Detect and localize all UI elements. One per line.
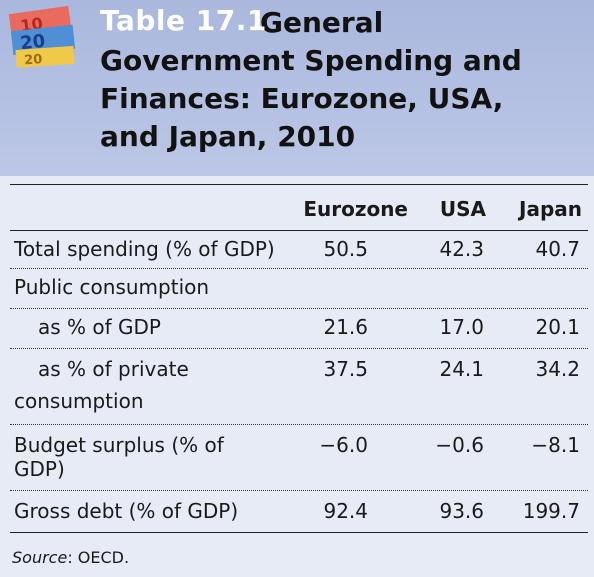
cell-gross-debt-usa: 93.6 bbox=[439, 499, 484, 523]
row-divider bbox=[10, 308, 588, 309]
cell-budget-surplus-usa: −0.6 bbox=[435, 433, 484, 457]
row-divider bbox=[10, 348, 588, 349]
source-text: : OECD. bbox=[67, 548, 130, 567]
row-divider bbox=[10, 490, 588, 491]
table-title: General Government Spending and Finances… bbox=[100, 6, 522, 153]
row-divider bbox=[10, 268, 588, 269]
row-label-pct-private-line-2: consumption bbox=[14, 389, 144, 413]
source-note: Source: OECD. bbox=[12, 548, 129, 567]
cell-pct-private-usa: 24.1 bbox=[439, 357, 484, 381]
row-label-gross-debt: Gross debt (% of GDP) bbox=[14, 499, 239, 523]
column-header-japan: Japan bbox=[519, 197, 582, 221]
cell-pct-private-japan: 34.2 bbox=[535, 357, 580, 381]
cell-total-spending-usa: 42.3 bbox=[439, 237, 484, 261]
cell-pct-gdp-usa: 17.0 bbox=[439, 315, 484, 339]
table-number: Table 17.1 bbox=[100, 4, 267, 37]
table-header: 10 20 20 General Government Spending and… bbox=[0, 0, 594, 176]
svg-text:20: 20 bbox=[24, 52, 43, 68]
table-bottom-rule bbox=[10, 532, 588, 533]
cell-budget-surplus-japan: −8.1 bbox=[531, 433, 580, 457]
row-label-budget-surplus-line-1: Budget surplus (% of bbox=[14, 433, 224, 457]
euro-banknotes-icon: 10 20 20 bbox=[8, 5, 76, 68]
cell-total-spending-eurozone: 50.5 bbox=[323, 237, 368, 261]
cell-pct-gdp-eurozone: 21.6 bbox=[323, 315, 368, 339]
header-rule bbox=[10, 230, 588, 231]
cell-pct-private-eurozone: 37.5 bbox=[323, 357, 368, 381]
cell-pct-gdp-japan: 20.1 bbox=[535, 315, 580, 339]
cell-total-spending-japan: 40.7 bbox=[535, 237, 580, 261]
row-label-budget-surplus-line-2: GDP) bbox=[14, 457, 65, 481]
row-divider bbox=[10, 424, 588, 425]
column-header-usa: USA bbox=[439, 197, 486, 221]
data-table bbox=[0, 176, 594, 577]
row-label-pct-private-line-1: as % of private bbox=[38, 357, 189, 381]
cell-gross-debt-japan: 199.7 bbox=[522, 499, 580, 523]
cell-gross-debt-eurozone: 92.4 bbox=[323, 499, 368, 523]
cell-budget-surplus-eurozone: −6.0 bbox=[319, 433, 368, 457]
column-header-eurozone: Eurozone bbox=[303, 197, 408, 221]
row-label-as-pct-gdp: as % of GDP bbox=[38, 315, 161, 339]
source-label: Source bbox=[12, 548, 68, 567]
table-top-rule bbox=[10, 184, 588, 185]
row-label-total-spending: Total spending (% of GDP) bbox=[14, 237, 275, 261]
row-label-public-consumption: Public consumption bbox=[14, 275, 210, 299]
